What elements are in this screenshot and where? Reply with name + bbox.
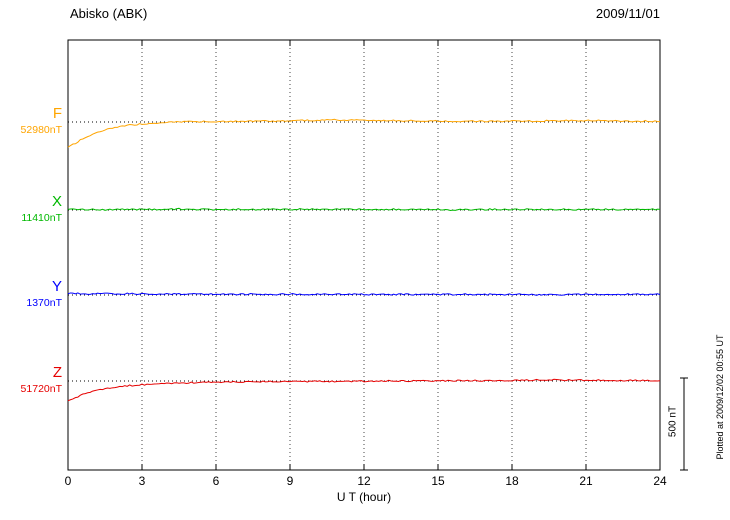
x-tick-label: 9 [286, 474, 294, 488]
scale-bar-label: 500 nT [667, 405, 679, 438]
trace-Z [67, 378, 661, 402]
station-title: Abisko (ABK) [70, 6, 148, 21]
series-baseline-value: 1370nT [26, 297, 62, 309]
x-tick-label: 21 [579, 474, 593, 488]
plotted-at-note: Plotted at 2009/12/02 00:55 UT [715, 334, 725, 460]
series-label-x: X 11410nT [0, 194, 62, 224]
series-baseline-value: 51720nT [20, 383, 62, 395]
series-letter: Z [52, 364, 62, 381]
series-label-z: Z 51720nT [0, 365, 62, 395]
series-letter: F [52, 105, 62, 122]
x-tick-label: 6 [212, 474, 220, 488]
trace-Y [67, 292, 661, 296]
series-baseline-value: 11410nT [21, 212, 62, 224]
trace-F [67, 118, 660, 148]
series-baseline-value: 52980nT [20, 124, 62, 136]
series-label-y: Y 1370nT [0, 279, 62, 309]
x-tick-label: 12 [357, 474, 371, 488]
x-tick-label: 15 [431, 474, 445, 488]
plot-frame [67, 39, 661, 471]
x-tick-label: 0 [64, 474, 72, 488]
trace-X [67, 207, 661, 212]
x-tick-label: 24 [653, 474, 667, 488]
x-axis-title: U T (hour) [336, 490, 392, 504]
x-tick-label: 18 [505, 474, 519, 488]
series-letter: X [51, 193, 62, 210]
series-letter: Y [51, 278, 62, 295]
series-label-f: F 52980nT [0, 106, 62, 136]
date-label: 2009/11/01 [595, 6, 660, 21]
x-tick-label: 3 [138, 474, 146, 488]
